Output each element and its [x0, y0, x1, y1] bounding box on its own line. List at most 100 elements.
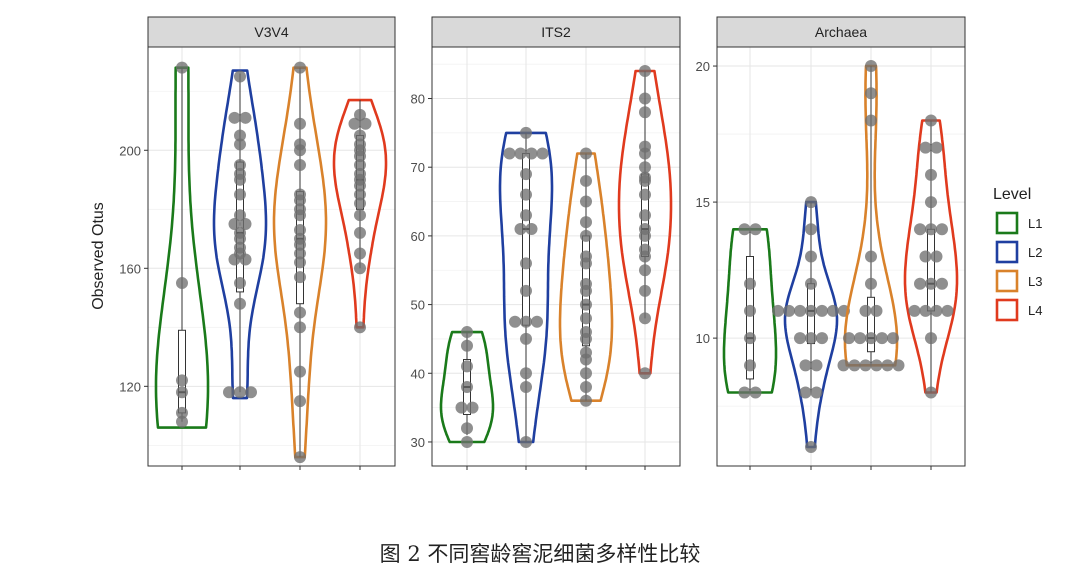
data-point: [892, 359, 905, 372]
data-point: [639, 171, 651, 184]
y-tick-label: 70: [411, 160, 425, 175]
data-point: [805, 277, 817, 290]
data-point: [525, 147, 538, 160]
data-point: [639, 264, 651, 277]
data-point: [805, 440, 817, 453]
data-point: [466, 401, 479, 414]
legend: Level L1 L2 L3 L4: [993, 186, 1042, 322]
data-point: [908, 304, 921, 317]
violin-L3: [272, 66, 328, 459]
data-point: [930, 250, 943, 263]
data-point: [580, 298, 592, 311]
data-point: [234, 70, 246, 83]
data-point: [580, 216, 592, 229]
data-point: [865, 87, 877, 100]
data-point: [294, 365, 306, 378]
data-point: [865, 332, 877, 345]
data-point: [936, 223, 948, 236]
y-tick-label: 200: [119, 143, 141, 158]
data-point: [234, 138, 246, 151]
data-point: [930, 141, 943, 154]
data-point: [805, 250, 817, 263]
data-point: [865, 277, 877, 290]
data-point: [223, 386, 235, 399]
data-point: [354, 129, 366, 142]
panel-border: [147, 46, 396, 467]
y-tick-label: 80: [411, 92, 425, 107]
data-point: [228, 218, 241, 231]
data-point: [525, 223, 538, 236]
series-L4: [332, 98, 388, 334]
data-point: [639, 223, 651, 236]
data-point: [805, 223, 817, 236]
data-point: [520, 209, 532, 222]
panel-1: ITS2 30 40 50 60 70 80: [411, 16, 681, 470]
data-point: [865, 114, 877, 127]
data-point: [580, 195, 592, 208]
data-point: [805, 196, 817, 209]
violin-L1: [439, 330, 495, 444]
data-point: [580, 229, 592, 242]
series-L2: [212, 69, 268, 400]
data-point: [919, 141, 932, 154]
data-point: [520, 381, 532, 394]
data-point: [639, 106, 651, 119]
data-point: [639, 312, 651, 325]
y-tick-label: 120: [119, 379, 141, 394]
data-point: [925, 114, 937, 127]
data-point: [925, 223, 937, 236]
data-point: [881, 359, 894, 372]
data-point: [245, 386, 257, 399]
data-point: [461, 422, 473, 435]
y-axis-label: Observed Otus: [90, 202, 107, 310]
box: [746, 256, 754, 380]
data-point: [580, 174, 592, 187]
data-point: [520, 284, 532, 297]
data-point: [848, 359, 861, 372]
data-point: [887, 332, 899, 345]
legend-key-L4: [995, 298, 1019, 322]
legend-key-L2: [995, 240, 1019, 264]
facet-title: ITS2: [541, 24, 571, 40]
data-point: [520, 257, 532, 270]
data-point: [536, 147, 549, 160]
data-point: [738, 386, 751, 399]
data-point: [925, 168, 937, 181]
data-point: [783, 304, 795, 317]
y-tick-label: 20: [696, 59, 710, 74]
data-point: [354, 188, 366, 201]
data-point: [234, 188, 246, 201]
data-point: [639, 284, 651, 297]
data-point: [639, 243, 651, 256]
data-point: [294, 232, 306, 245]
data-point: [794, 332, 806, 345]
data-point: [580, 326, 592, 339]
data-point: [859, 359, 872, 372]
data-point: [461, 381, 473, 394]
data-point: [520, 315, 532, 328]
data-point: [799, 359, 812, 372]
data-point: [176, 386, 188, 399]
series-L1: [439, 326, 495, 448]
series-L1: [722, 223, 778, 399]
y-tick-label: 50: [411, 298, 425, 313]
data-point: [744, 332, 756, 345]
data-point: [176, 415, 188, 428]
data-point: [865, 250, 877, 263]
data-point: [294, 271, 306, 284]
data-point: [294, 188, 306, 201]
data-point: [354, 209, 366, 222]
data-point: [176, 277, 188, 290]
data-point: [294, 117, 306, 130]
legend-key-L1: [995, 211, 1019, 235]
data-point: [639, 92, 651, 105]
data-point: [234, 226, 246, 239]
data-point: [914, 277, 926, 290]
violin-L4: [903, 119, 959, 394]
series-L4: [617, 65, 673, 380]
data-point: [520, 435, 532, 448]
data-point: [503, 147, 516, 160]
data-point: [639, 188, 651, 201]
series-L3: [272, 61, 328, 464]
data-point: [520, 168, 532, 181]
